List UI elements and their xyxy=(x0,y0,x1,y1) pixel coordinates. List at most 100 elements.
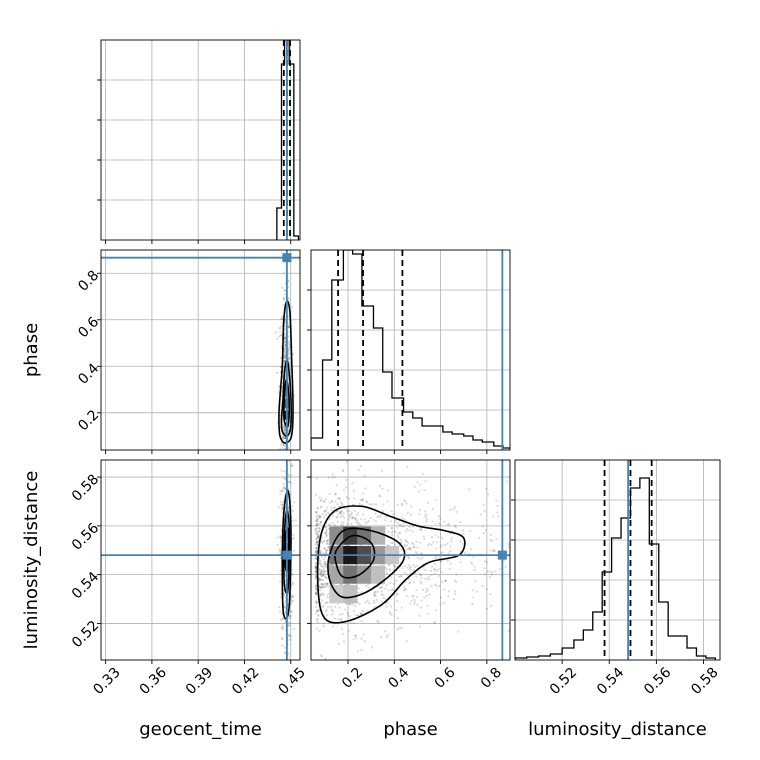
scatter-point xyxy=(411,530,414,533)
scatter-point xyxy=(408,525,411,528)
scatter-point xyxy=(320,582,323,586)
scatter-point xyxy=(314,575,318,578)
plot-area xyxy=(515,460,716,660)
scatter-point xyxy=(319,569,322,573)
scatter-point xyxy=(408,582,411,585)
scatter-point xyxy=(396,534,399,537)
scatter-point xyxy=(323,526,327,529)
scatter-point xyxy=(317,535,320,538)
scatter-point xyxy=(419,580,422,583)
scatter-point xyxy=(454,506,457,509)
scatter-point xyxy=(314,566,317,570)
x-tick-label: 0.36 xyxy=(137,665,170,698)
scatter-point xyxy=(319,520,322,524)
scatter-point xyxy=(422,472,425,475)
scatter-point xyxy=(331,610,334,613)
scatter-point xyxy=(342,521,345,524)
scatter-point xyxy=(338,497,341,500)
scatter-point xyxy=(279,443,283,447)
scatter-point xyxy=(288,358,291,361)
scatter-point xyxy=(330,608,333,611)
scatter-point xyxy=(314,543,317,546)
scatter-point xyxy=(408,547,411,551)
scatter-point xyxy=(322,540,325,543)
scatter-point xyxy=(393,543,397,546)
scatter-point xyxy=(326,601,329,604)
scatter-point xyxy=(315,524,318,527)
scatter-point xyxy=(315,549,318,552)
scatter-point xyxy=(351,517,354,520)
y-tick-label: 0.56 xyxy=(69,520,102,553)
scatter-point xyxy=(390,576,393,579)
scatter-point xyxy=(358,602,361,606)
scatter-point xyxy=(284,356,287,359)
scatter-point xyxy=(431,507,434,511)
scatter-point xyxy=(335,516,338,519)
scatter-point xyxy=(324,532,327,535)
scatter-point xyxy=(384,566,387,570)
scatter-point xyxy=(322,568,325,571)
scatter-point xyxy=(278,548,281,551)
scatter-point xyxy=(358,523,361,526)
scatter-point xyxy=(430,585,433,588)
density-cell xyxy=(343,565,358,584)
scatter-point xyxy=(481,525,484,528)
scatter-point xyxy=(482,531,486,535)
scatter-point xyxy=(289,610,292,613)
scatter-point xyxy=(318,522,321,525)
scatter-point xyxy=(412,563,415,567)
scatter-point xyxy=(321,599,324,602)
scatter-point xyxy=(363,640,366,643)
scatter-point xyxy=(325,528,328,532)
scatter-point xyxy=(316,601,319,604)
scatter-point xyxy=(357,591,360,594)
scatter-point xyxy=(405,640,409,643)
scatter-point xyxy=(288,462,290,464)
scatter-point xyxy=(411,595,414,598)
scatter-point xyxy=(483,510,486,513)
scatter-point xyxy=(408,557,411,560)
scatter-point xyxy=(388,568,391,571)
plot-area xyxy=(311,460,510,660)
scatter-point xyxy=(283,455,285,457)
scatter-point xyxy=(325,610,328,613)
scatter-point xyxy=(396,503,399,506)
scatter-point xyxy=(406,566,409,569)
scatter-point xyxy=(314,586,317,589)
scatter-point xyxy=(473,565,476,568)
scatter-point xyxy=(289,602,292,605)
scatter-point xyxy=(352,621,355,625)
scatter-point xyxy=(283,646,286,649)
scatter-point xyxy=(379,516,382,519)
scatter-point xyxy=(349,603,352,606)
scatter-point xyxy=(416,603,419,607)
scatter-point xyxy=(356,511,360,514)
scatter-point xyxy=(341,613,344,616)
scatter-point xyxy=(360,637,363,640)
scatter-point xyxy=(379,587,382,590)
scatter-point xyxy=(316,506,319,509)
scatter-point xyxy=(434,534,437,537)
scatter-point xyxy=(454,592,457,595)
scatter-point xyxy=(420,552,423,555)
scatter-point xyxy=(282,485,286,488)
scatter-point xyxy=(400,502,404,505)
scatter-point xyxy=(328,501,331,504)
scatter-point xyxy=(323,562,326,566)
scatter-point xyxy=(323,575,327,578)
scatter-point xyxy=(280,637,284,641)
scatter-point xyxy=(281,624,284,627)
scatter-point xyxy=(439,603,442,606)
scatter-point xyxy=(330,506,333,509)
scatter-point xyxy=(322,565,325,568)
scatter-point xyxy=(495,499,498,502)
x-axis-label: luminosity_distance xyxy=(528,719,707,740)
scatter-point xyxy=(347,497,351,500)
scatter-point xyxy=(361,513,365,516)
scatter-point xyxy=(287,633,290,636)
scatter-point xyxy=(279,552,282,555)
scatter-point xyxy=(363,518,366,521)
scatter-point xyxy=(396,616,399,620)
scatter-point xyxy=(337,643,341,646)
scatter-point xyxy=(316,520,319,523)
